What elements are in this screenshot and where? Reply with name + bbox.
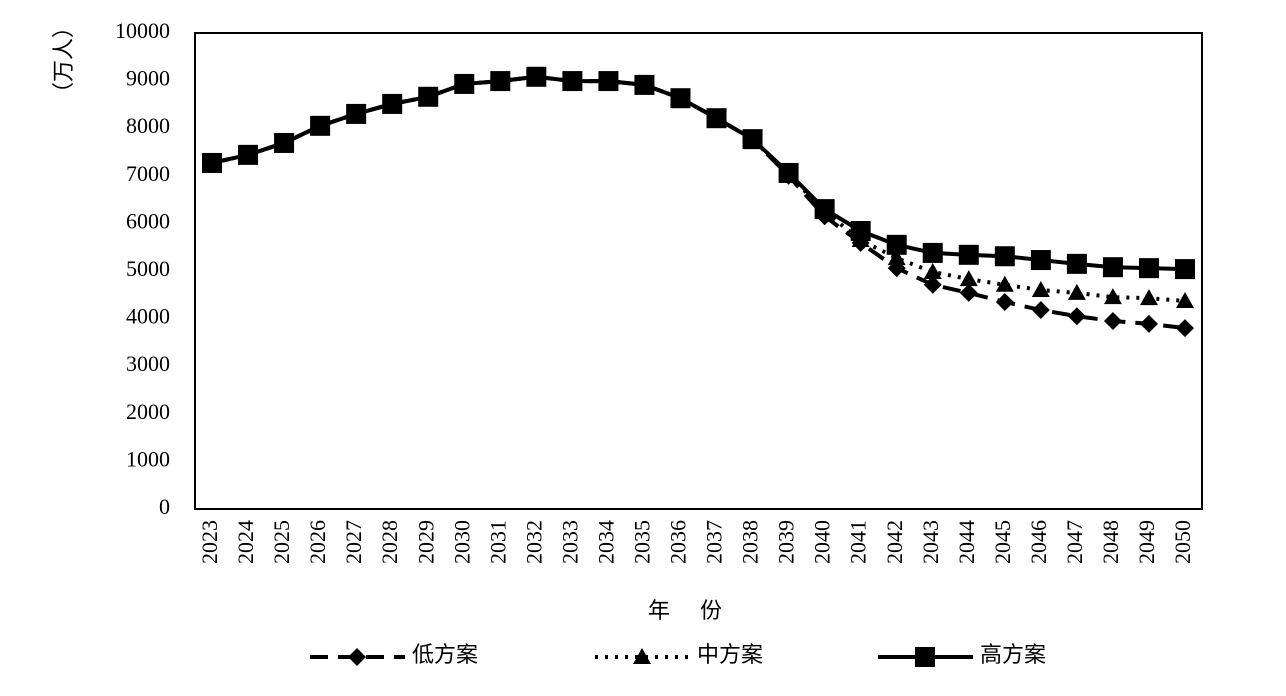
legend-label: 中方案 [697, 642, 763, 667]
x-tick-label: 2039 [774, 520, 799, 564]
legend-marker [633, 648, 651, 664]
data-point [670, 88, 691, 109]
x-tick-label: 2037 [702, 520, 727, 564]
data-point [922, 242, 943, 263]
data-point [995, 275, 1014, 292]
x-tick-label: 2041 [846, 520, 871, 564]
data-point [1176, 291, 1194, 308]
series-line [211, 74, 1186, 272]
data-point [959, 270, 978, 287]
data-point [598, 71, 619, 92]
x-tick-label: 2048 [1098, 520, 1123, 564]
legend-marker [915, 647, 935, 667]
x-tick-label: 2036 [666, 520, 691, 564]
y-tick-label: 2000 [126, 399, 170, 424]
x-tick-label: 2032 [521, 520, 546, 564]
x-tick-label: 2030 [449, 520, 474, 564]
data-point [418, 86, 439, 107]
data-point [778, 162, 799, 183]
x-tick-label: 2026 [305, 520, 330, 564]
data-point [923, 262, 942, 279]
x-tick-label: 2042 [882, 520, 907, 564]
data-point [1138, 258, 1159, 279]
y-tick-label: 6000 [126, 208, 170, 233]
y-tick-label: 10000 [115, 18, 170, 43]
legend-label: 高方案 [980, 642, 1046, 667]
data-point [274, 132, 295, 153]
data-point [1139, 289, 1158, 306]
data-point [994, 246, 1015, 267]
x-tick-label: 2023 [197, 520, 222, 564]
x-tick-label: 2029 [413, 520, 438, 564]
data-point [1031, 281, 1050, 298]
data-point [923, 275, 942, 294]
x-tick-label: 2031 [485, 520, 510, 564]
x-tick-label: 2049 [1134, 520, 1159, 564]
y-axis-title: （万人） [51, 16, 76, 104]
data-point [887, 249, 906, 266]
data-point [202, 152, 222, 173]
y-tick-label: 4000 [126, 304, 170, 329]
data-point [310, 115, 331, 136]
y-tick-label: 3000 [126, 351, 170, 376]
y-tick-label: 1000 [126, 446, 170, 471]
x-tick-label: 2047 [1062, 520, 1087, 564]
data-point [1103, 311, 1122, 330]
data-point [742, 129, 763, 150]
data-point [562, 71, 583, 92]
data-point [1067, 307, 1086, 326]
data-point [1176, 319, 1194, 338]
legend-label: 低方案 [412, 642, 478, 667]
y-tick-label: 7000 [126, 161, 170, 186]
data-point [1139, 314, 1158, 333]
data-point [238, 144, 259, 165]
data-point [1030, 250, 1051, 271]
x-tick-label: 2035 [629, 520, 654, 564]
x-tick-label: 2038 [738, 520, 763, 564]
plot-frame [194, 32, 1203, 510]
x-tick-label: 2046 [1026, 520, 1051, 564]
data-point [346, 103, 367, 124]
data-point [526, 66, 547, 87]
x-tick-label: 2027 [341, 520, 366, 564]
data-point [886, 234, 907, 255]
x-axis-title: 年份 [648, 598, 752, 623]
y-tick-label: 9000 [126, 66, 170, 91]
x-tick-label: 2043 [918, 520, 943, 564]
x-tick-label: 2028 [377, 520, 402, 564]
data-point [1067, 283, 1086, 300]
x-tick-label: 2024 [233, 520, 258, 564]
data-point [490, 71, 511, 92]
data-point [995, 292, 1014, 311]
data-point [958, 244, 979, 265]
data-point [959, 283, 978, 302]
data-point [1175, 259, 1195, 280]
data-point [706, 108, 727, 129]
x-tick-label: 2045 [990, 520, 1015, 564]
data-point [850, 221, 871, 242]
y-tick-label: 0 [159, 494, 170, 519]
x-tick-label: 2050 [1170, 520, 1195, 564]
data-point [454, 73, 475, 94]
x-tick-label: 2033 [557, 520, 582, 564]
data-point [1066, 253, 1087, 274]
data-point [1103, 288, 1122, 305]
data-point [1102, 257, 1123, 278]
data-point [1031, 301, 1050, 320]
y-tick-label: 5000 [126, 256, 170, 281]
data-point [382, 93, 403, 114]
data-point [634, 74, 655, 95]
x-tick-label: 2034 [593, 520, 618, 564]
y-tick-label: 8000 [126, 113, 170, 138]
x-tick-label: 2044 [954, 520, 979, 564]
data-point [814, 199, 835, 220]
x-tick-label: 2040 [810, 520, 835, 564]
legend-marker [348, 648, 366, 666]
x-tick-label: 2025 [269, 520, 294, 564]
